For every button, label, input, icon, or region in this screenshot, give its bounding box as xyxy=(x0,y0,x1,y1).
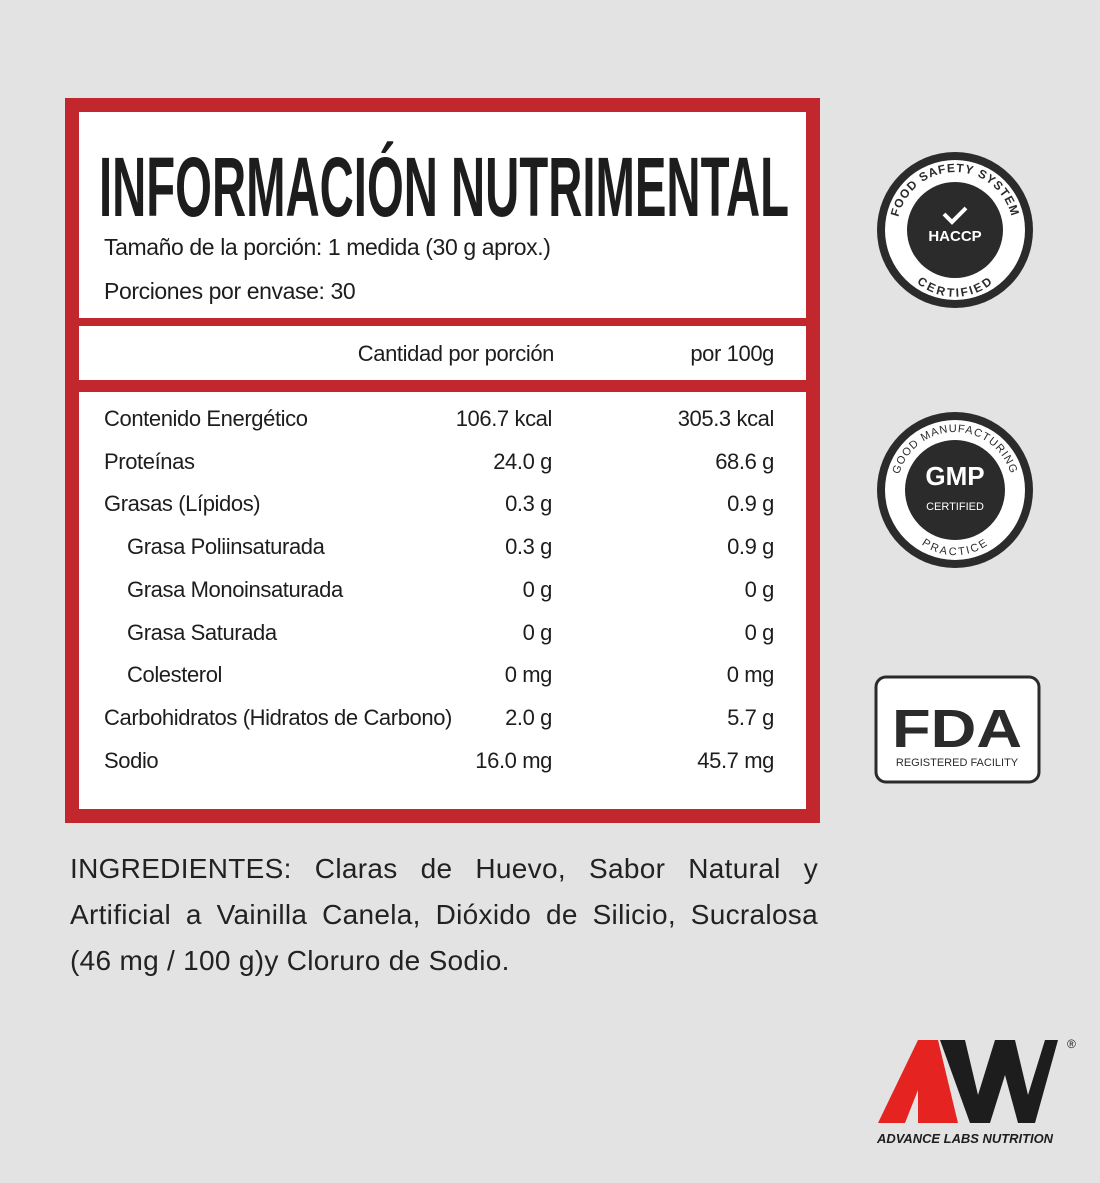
ingredients-text: Claras de Huevo, Sabor Natural y Artific… xyxy=(70,853,818,976)
badge-sub: CERTIFIED xyxy=(926,501,984,513)
nutrient-name: Grasa Poliinsaturada xyxy=(127,534,325,560)
per-serving: 16.0 mg xyxy=(475,747,552,773)
nutrient-name: Grasas (Lípidos) xyxy=(104,491,261,517)
nutrient-name: Grasa Saturada xyxy=(127,619,277,645)
fda-badge: FDA REGISTERED FACILITY xyxy=(874,675,1041,784)
badge-center: GMP xyxy=(925,461,984,491)
haccp-badge: FOOD SAFETY SYSTEM CERTIFIED HACCP xyxy=(877,152,1033,308)
nutrient-name: Sodio xyxy=(104,747,159,773)
column-header: Cantidad por porción xyxy=(357,341,555,366)
gmp-badge: GOOD MANUFACTURING PRACTICE GMP CERTIFIE… xyxy=(877,412,1033,568)
per-100g: 0.9 g xyxy=(727,491,774,517)
title: INFORMACIÓN NUTRIMENTAL xyxy=(99,140,789,234)
per-100g: 0 g xyxy=(744,619,775,645)
per-serving: 2.0 g xyxy=(505,704,552,730)
title-svg: INFORMACIÓN NUTRIMENTAL xyxy=(99,140,789,234)
per-100g: 0 g xyxy=(744,576,775,602)
per-serving: 0.3 g xyxy=(505,534,552,560)
per-100g: 305.3 kcal xyxy=(677,406,775,431)
badge-center: FDA xyxy=(892,699,1022,759)
nutrition-label: INFORMACIÓN NUTRIMENTAL Tamaño de la por… xyxy=(65,98,820,823)
ingredients-label: INGREDIENTES: xyxy=(70,853,292,884)
nutrient-name: Proteínas xyxy=(104,448,195,474)
nutrient-name: Carbohidratos (Hidratos de Carbono) xyxy=(104,704,452,730)
badge-text: REGISTERED FACILITY xyxy=(896,757,1019,769)
rows-panel: Contenido Energético 106.7 kcal 305.3 kcal… xyxy=(79,392,806,809)
per-serving: 0 mg xyxy=(504,662,553,688)
brand-name: ADVANCE LABS NUTRITION xyxy=(876,1131,1054,1146)
registered-mark: ® xyxy=(1067,1037,1076,1051)
per-serving: 24.0 g xyxy=(493,448,552,474)
per-100g: 0.9 g xyxy=(727,534,774,560)
title-panel: INFORMACIÓN NUTRIMENTAL Tamaño de la por… xyxy=(79,112,806,318)
nutrient-name: Colesterol xyxy=(127,662,223,688)
badge-center: HACCP xyxy=(928,228,981,245)
serving-size: Tamaño de la porción: 1 medida (30 g apr… xyxy=(104,234,551,260)
nutrient-name: Contenido Energético xyxy=(104,406,308,431)
nutrient-name: Grasa Monoinsaturada xyxy=(127,576,343,602)
per-100g: 68.6 g xyxy=(715,448,774,474)
per-100g: 5.7 g xyxy=(727,704,774,730)
per-serving: 0 g xyxy=(522,619,553,645)
ingredients: INGREDIENTES: Claras de Huevo, Sabor Nat… xyxy=(70,846,818,984)
check-icon xyxy=(942,206,968,225)
header-panel: Cantidad por porción por 100g xyxy=(79,326,806,380)
column-header: por 100g xyxy=(690,341,774,366)
per-serving: 0.3 g xyxy=(505,491,552,517)
per-100g: 0 mg xyxy=(726,662,775,688)
per-100g: 45.7 mg xyxy=(697,747,774,773)
servings-per-container: Porciones por envase: 30 xyxy=(104,278,356,304)
badges: FOOD SAFETY SYSTEM CERTIFIED HACCP GOOD … xyxy=(874,152,1076,1146)
per-serving: 0 g xyxy=(522,576,553,602)
brand-logo: ® ADVANCE LABS NUTRITION xyxy=(876,1037,1076,1146)
per-serving: 106.7 kcal xyxy=(455,406,553,431)
